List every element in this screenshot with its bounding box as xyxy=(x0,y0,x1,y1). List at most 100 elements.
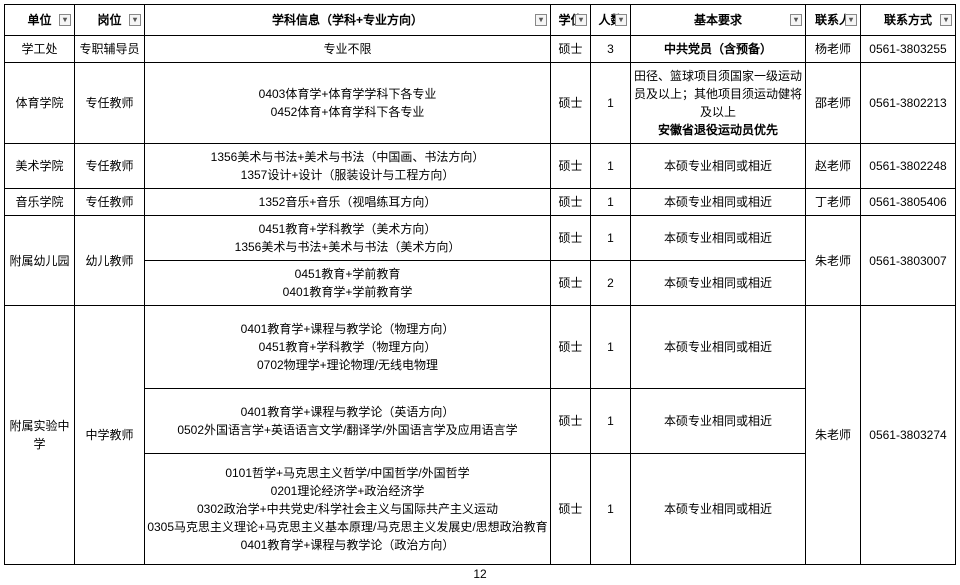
filter-dropdown-icon[interactable]: ▾ xyxy=(59,14,71,26)
cell-unit: 学工处 xyxy=(5,36,75,63)
cell-unit: 美术学院 xyxy=(5,144,75,189)
cell-contact: 杨老师 xyxy=(806,36,861,63)
table-row: 学工处 专职辅导员 专业不限 硕士 3 中共党员（含预备） 杨老师 0561-3… xyxy=(5,36,956,63)
cell-phone: 0561-3803274 xyxy=(861,306,956,565)
cell-degree: 硕士 xyxy=(551,63,591,144)
subject-line: 0302政治学+中共党史/科学社会主义与国际共产主义运动 xyxy=(147,500,548,518)
req-line: 田径、篮球项目须国家一级运动员及以上；其他项目须运动健将及以上 xyxy=(633,67,803,121)
subject-line: 0451教育+学科教学（物理方向） xyxy=(147,338,548,356)
cell-req: 本硕专业相同或相近 xyxy=(631,389,806,454)
subject-line: 0702物理学+理论物理/无线电物理 xyxy=(147,356,548,374)
cell-subject: 1356美术与书法+美术与书法（中国画、书法方向） 1357设计+设计（服装设计… xyxy=(145,144,551,189)
filter-dropdown-icon[interactable]: ▾ xyxy=(845,14,857,26)
cell-degree: 硕士 xyxy=(551,36,591,63)
recruitment-table: 单位 ▾ 岗位 ▾ 学科信息（学科+专业方向） ▾ 学位▾ 人数▾ 基本要求 ▾ 联系人… xyxy=(4,4,956,565)
subject-line: 0401教育学+学前教育学 xyxy=(147,283,548,301)
header-unit-label: 单位 xyxy=(27,13,51,27)
header-degree[interactable]: 学位▾ xyxy=(551,5,591,36)
filter-dropdown-icon[interactable]: ▾ xyxy=(790,14,802,26)
subject-line: 0401教育学+课程与教学论（政治方向） xyxy=(147,536,548,554)
subject-line: 1357设计+设计（服装设计与工程方向） xyxy=(147,166,548,184)
cell-req: 本硕专业相同或相近 xyxy=(631,216,806,261)
header-post-label: 岗位 xyxy=(97,13,121,27)
header-subject[interactable]: 学科信息（学科+专业方向） ▾ xyxy=(145,5,551,36)
cell-phone: 0561-3802213 xyxy=(861,63,956,144)
cell-degree: 硕士 xyxy=(551,144,591,189)
header-post[interactable]: 岗位 ▾ xyxy=(75,5,145,36)
subject-line: 0451教育+学前教育 xyxy=(147,265,548,283)
header-phone-label: 联系方式 xyxy=(884,13,932,27)
cell-degree: 硕士 xyxy=(551,306,591,389)
subject-line: 0401教育学+课程与教学论（英语方向） xyxy=(147,403,548,421)
filter-dropdown-icon[interactable]: ▾ xyxy=(535,14,547,26)
cell-req: 本硕专业相同或相近 xyxy=(631,306,806,389)
subject-line: 0201理论经济学+政治经济学 xyxy=(147,482,548,500)
subject-line: 1356美术与书法+美术与书法（美术方向） xyxy=(147,238,548,256)
cell-count: 2 xyxy=(591,261,631,306)
cell-degree: 硕士 xyxy=(551,454,591,565)
filter-dropdown-icon[interactable]: ▾ xyxy=(940,14,952,26)
subject-line: 0452体育+体育学科下各专业 xyxy=(147,103,548,121)
cell-subject: 1352音乐+音乐（视唱练耳方向） xyxy=(145,189,551,216)
cell-phone: 0561-3802248 xyxy=(861,144,956,189)
header-phone[interactable]: 联系方式 ▾ xyxy=(861,5,956,36)
cell-count: 1 xyxy=(591,144,631,189)
cell-subject: 0401教育学+课程与教学论（英语方向） 0502外国语言学+英语语言文学/翻译… xyxy=(145,389,551,454)
header-subject-label: 学科信息（学科+专业方向） xyxy=(272,13,423,27)
req-line: 安徽省退役运动员优先 xyxy=(633,121,803,139)
cell-post: 中学教师 xyxy=(75,306,145,565)
cell-contact: 丁老师 xyxy=(806,189,861,216)
cell-degree: 硕士 xyxy=(551,389,591,454)
cell-post: 专任教师 xyxy=(75,63,145,144)
cell-subject: 0101哲学+马克思主义哲学/中国哲学/外国哲学 0201理论经济学+政治经济学… xyxy=(145,454,551,565)
cell-contact: 朱老师 xyxy=(806,216,861,306)
cell-count: 1 xyxy=(591,63,631,144)
filter-dropdown-icon[interactable]: ▾ xyxy=(575,14,587,26)
cell-post: 专职辅导员 xyxy=(75,36,145,63)
cell-phone: 0561-3803007 xyxy=(861,216,956,306)
filter-dropdown-icon[interactable]: ▾ xyxy=(129,14,141,26)
cell-req: 本硕专业相同或相近 xyxy=(631,261,806,306)
page-number: 12 xyxy=(4,567,956,581)
header-count[interactable]: 人数▾ xyxy=(591,5,631,36)
cell-subject: 专业不限 xyxy=(145,36,551,63)
cell-subject: 0403体育学+体育学学科下各专业 0452体育+体育学科下各专业 xyxy=(145,63,551,144)
cell-post: 专任教师 xyxy=(75,144,145,189)
cell-degree: 硕士 xyxy=(551,189,591,216)
header-contact[interactable]: 联系人▾ xyxy=(806,5,861,36)
table-row: 音乐学院 专任教师 1352音乐+音乐（视唱练耳方向） 硕士 1 本硕专业相同或… xyxy=(5,189,956,216)
cell-req: 本硕专业相同或相近 xyxy=(631,454,806,565)
filter-dropdown-icon[interactable]: ▾ xyxy=(615,14,627,26)
header-row: 单位 ▾ 岗位 ▾ 学科信息（学科+专业方向） ▾ 学位▾ 人数▾ 基本要求 ▾ 联系人… xyxy=(5,5,956,36)
cell-count: 1 xyxy=(591,216,631,261)
cell-req: 本硕专业相同或相近 xyxy=(631,189,806,216)
cell-subject: 0451教育+学前教育 0401教育学+学前教育学 xyxy=(145,261,551,306)
cell-contact: 朱老师 xyxy=(806,306,861,565)
cell-unit: 音乐学院 xyxy=(5,189,75,216)
subject-line: 0101哲学+马克思主义哲学/中国哲学/外国哲学 xyxy=(147,464,548,482)
subject-line: 0305马克思主义理论+马克思主义基本原理/马克思主义发展史/思想政治教育 xyxy=(147,518,548,536)
cell-count: 1 xyxy=(591,389,631,454)
cell-phone: 0561-3803255 xyxy=(861,36,956,63)
header-req-label: 基本要求 xyxy=(694,13,742,27)
subject-line: 0401教育学+课程与教学论（物理方向） xyxy=(147,320,548,338)
cell-degree: 硕士 xyxy=(551,216,591,261)
cell-req: 本硕专业相同或相近 xyxy=(631,144,806,189)
cell-count: 1 xyxy=(591,306,631,389)
cell-subject: 0401教育学+课程与教学论（物理方向） 0451教育+学科教学（物理方向） 0… xyxy=(145,306,551,389)
cell-unit: 附属实验中学 xyxy=(5,306,75,565)
table-row: 美术学院 专任教师 1356美术与书法+美术与书法（中国画、书法方向） 1357… xyxy=(5,144,956,189)
header-req[interactable]: 基本要求 ▾ xyxy=(631,5,806,36)
cell-req: 中共党员（含预备） xyxy=(631,36,806,63)
cell-post: 专任教师 xyxy=(75,189,145,216)
cell-count: 1 xyxy=(591,189,631,216)
subject-line: 0403体育学+体育学学科下各专业 xyxy=(147,85,548,103)
cell-unit: 体育学院 xyxy=(5,63,75,144)
subject-line: 0502外国语言学+英语语言文学/翻译学/外国语言学及应用语言学 xyxy=(147,421,548,439)
cell-req: 田径、篮球项目须国家一级运动员及以上；其他项目须运动健将及以上 安徽省退役运动员… xyxy=(631,63,806,144)
cell-degree: 硕士 xyxy=(551,261,591,306)
cell-subject: 0451教育+学科教学（美术方向） 1356美术与书法+美术与书法（美术方向） xyxy=(145,216,551,261)
table-row: 附属幼儿园 幼儿教师 0451教育+学科教学（美术方向） 1356美术与书法+美… xyxy=(5,216,956,261)
header-unit[interactable]: 单位 ▾ xyxy=(5,5,75,36)
cell-count: 3 xyxy=(591,36,631,63)
